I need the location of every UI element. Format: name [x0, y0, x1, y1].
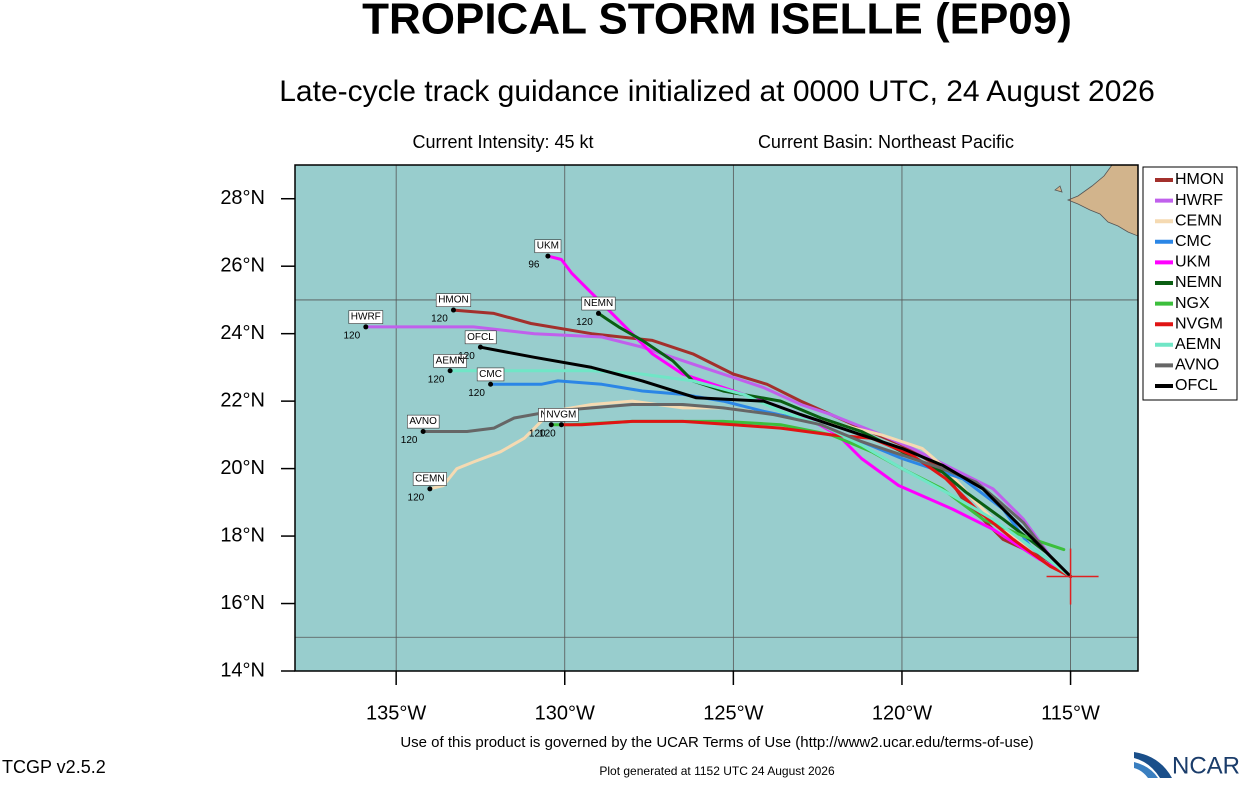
- track-end-hour: 120: [408, 492, 425, 503]
- track-label: HWRF: [351, 312, 381, 323]
- track-end: [447, 368, 453, 374]
- track-end: [558, 422, 564, 428]
- chart-title: TROPICAL STORM ISELLE (EP09): [362, 0, 1072, 44]
- track-end-hour: 120: [431, 314, 448, 325]
- version: TCGP v2.5.2: [2, 757, 106, 777]
- track-end-hour: 120: [529, 428, 546, 439]
- track-label: HMON: [438, 295, 469, 306]
- track-label: AVNO: [409, 416, 437, 427]
- footer-terms: Use of this product is governed by the U…: [400, 734, 1033, 751]
- y-tick-label: 16°N: [220, 592, 265, 614]
- y-tick-label: 20°N: [220, 457, 265, 479]
- y-tick-label: 18°N: [220, 524, 265, 546]
- track-end-hour: 120: [458, 351, 475, 362]
- map-layer: [295, 165, 1138, 671]
- track-line: [479, 345, 1073, 578]
- generated: Plot generated at 1152 UTC 24 August 202…: [599, 764, 835, 778]
- track-label-box: [412, 472, 447, 486]
- chart-subtitle: Late-cycle track guidance initialized at…: [279, 75, 1155, 108]
- track-label-box: [435, 293, 472, 307]
- legend-label: NGX: [1175, 295, 1210, 312]
- track-label-box: [534, 239, 562, 254]
- track-label: CMC: [479, 369, 502, 380]
- ncar-logo: NCAR: [1134, 752, 1240, 779]
- track-label: CEMN: [415, 473, 444, 484]
- track-end-hour: 120: [401, 435, 418, 446]
- track-end: [420, 428, 426, 434]
- track-label: NVGM: [546, 409, 576, 420]
- x-tick-label: 115°W: [1041, 702, 1100, 724]
- track-label-box: [348, 310, 384, 324]
- track-end: [477, 344, 483, 350]
- info-basin: Current Basin: Northeast Pacific: [758, 132, 1014, 152]
- legend-label: OFCL: [1175, 377, 1218, 394]
- legend-label: CEMN: [1175, 212, 1222, 229]
- track-end: [363, 324, 369, 330]
- track-label: AEMN: [436, 355, 465, 366]
- track-label-box: [433, 354, 467, 368]
- track-line: [489, 379, 1073, 578]
- legend-label: AEMN: [1175, 336, 1221, 353]
- track-end: [427, 486, 433, 492]
- y-tick-label: 22°N: [220, 389, 265, 411]
- track-end: [595, 310, 601, 316]
- track-end-hour: 120: [576, 317, 593, 328]
- legend-label: HMON: [1175, 171, 1224, 188]
- map-frame: [294, 164, 1139, 672]
- track-end: [545, 253, 551, 259]
- y-tick-label: 24°N: [220, 322, 265, 344]
- land: [1066, 165, 1138, 237]
- track-label-box: [476, 367, 505, 382]
- track-end: [488, 381, 494, 387]
- track-line: [364, 325, 1073, 578]
- y-tick-label: 26°N: [220, 254, 265, 276]
- track-end-hour: 120: [468, 388, 485, 399]
- x-tick-label: 120°W: [872, 702, 932, 724]
- track-end-hour: 120: [539, 428, 556, 439]
- track-end-hour: 120: [428, 374, 445, 385]
- track-label-box: [464, 330, 497, 345]
- info-intensity: Current Intensity: 45 kt: [412, 132, 593, 152]
- legend-label: AVNO: [1175, 357, 1219, 374]
- track-line: [421, 403, 1073, 578]
- track-label: UKM: [537, 241, 559, 252]
- track-label-box: [544, 408, 579, 422]
- track-label: NEMN: [584, 298, 613, 309]
- legend: HMON HWRF CEMN CMC UKM NEMN NGX NVGM AEMN AVNO OFC…: [1142, 166, 1238, 401]
- track-line: [597, 311, 1073, 578]
- track-label: OFCL: [467, 332, 494, 343]
- track-end: [548, 422, 554, 428]
- y-tick-label: 28°N: [220, 187, 265, 209]
- x-tick-label: 125°W: [703, 702, 763, 724]
- x-tick-label: 130°W: [535, 702, 595, 724]
- track-end-hour: 120: [343, 331, 360, 342]
- legend-label: HWRF: [1175, 192, 1223, 209]
- track-end-hour: 96: [528, 260, 540, 271]
- legend-label: NVGM: [1175, 315, 1223, 332]
- land: [1054, 185, 1063, 193]
- y-tick-label: 14°N: [220, 659, 265, 681]
- track-end: [450, 307, 456, 313]
- logo-text: NCAR: [1172, 752, 1240, 779]
- track-line: [448, 369, 1073, 578]
- legend-label: NEMN: [1175, 274, 1222, 291]
- legend-label: CMC: [1175, 233, 1211, 250]
- legend-label: UKM: [1175, 254, 1211, 271]
- track-label-box: [581, 296, 616, 311]
- track-label-box: [407, 414, 440, 429]
- x-tick-label: 135°W: [366, 702, 426, 724]
